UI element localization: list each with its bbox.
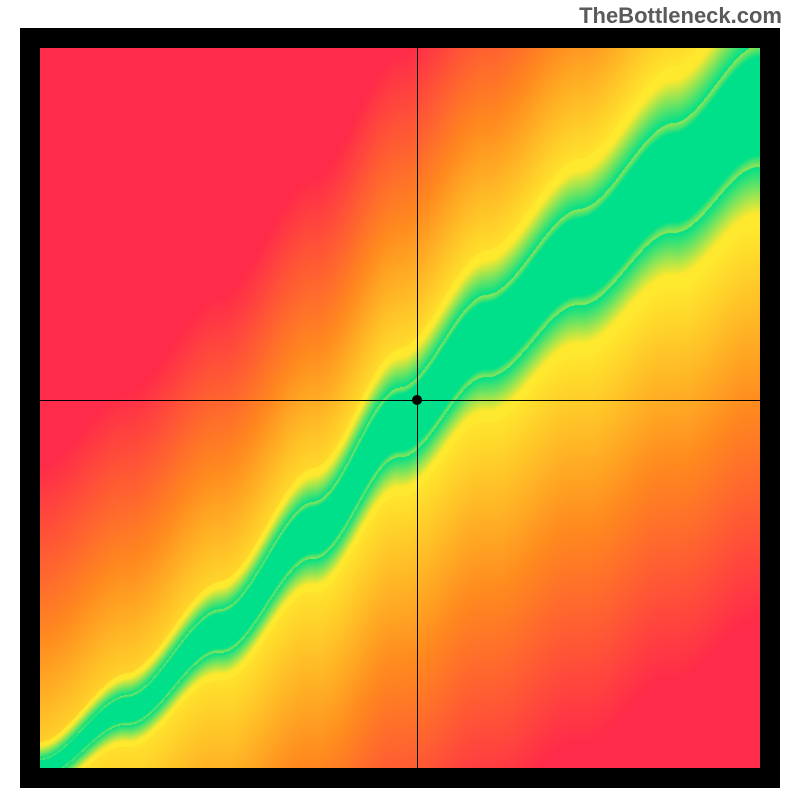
chart-container: TheBottleneck.com (0, 0, 800, 800)
data-point (412, 395, 422, 405)
heatmap-canvas (40, 48, 760, 768)
watermark-text: TheBottleneck.com (579, 3, 782, 29)
crosshair-vertical (417, 48, 418, 768)
plot-area (40, 48, 760, 768)
crosshair-horizontal (40, 400, 760, 401)
